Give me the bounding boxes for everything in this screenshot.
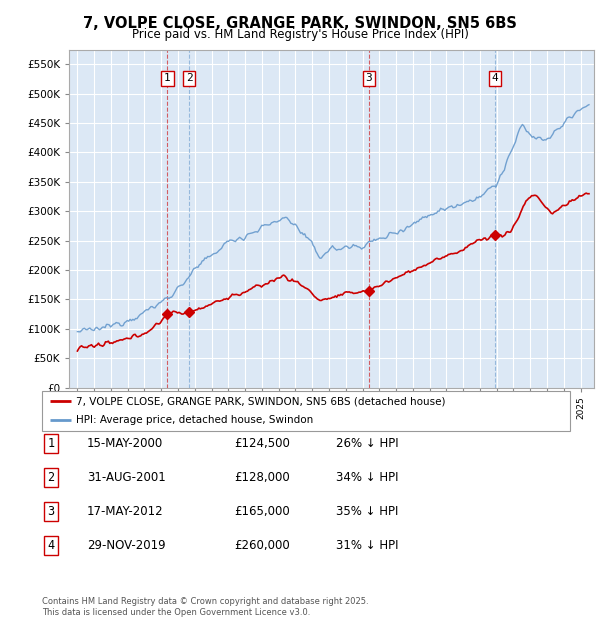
Text: 35% ↓ HPI: 35% ↓ HPI — [336, 505, 398, 518]
Text: 2: 2 — [186, 73, 193, 83]
Text: 29-NOV-2019: 29-NOV-2019 — [87, 539, 166, 552]
Text: 17-MAY-2012: 17-MAY-2012 — [87, 505, 164, 518]
Text: 4: 4 — [47, 539, 55, 552]
FancyBboxPatch shape — [42, 391, 570, 431]
Text: HPI: Average price, detached house, Swindon: HPI: Average price, detached house, Swin… — [76, 415, 314, 425]
Text: 4: 4 — [492, 73, 499, 83]
Text: Contains HM Land Registry data © Crown copyright and database right 2025.
This d: Contains HM Land Registry data © Crown c… — [42, 598, 368, 617]
Text: 31-AUG-2001: 31-AUG-2001 — [87, 471, 166, 484]
Text: Price paid vs. HM Land Registry's House Price Index (HPI): Price paid vs. HM Land Registry's House … — [131, 28, 469, 41]
Text: £124,500: £124,500 — [234, 437, 290, 450]
Text: 3: 3 — [365, 73, 372, 83]
Text: 7, VOLPE CLOSE, GRANGE PARK, SWINDON, SN5 6BS: 7, VOLPE CLOSE, GRANGE PARK, SWINDON, SN… — [83, 16, 517, 30]
Text: 34% ↓ HPI: 34% ↓ HPI — [336, 471, 398, 484]
Text: 3: 3 — [47, 505, 55, 518]
Text: 1: 1 — [164, 73, 171, 83]
Text: 1: 1 — [47, 437, 55, 450]
Text: 2: 2 — [47, 471, 55, 484]
Text: 7, VOLPE CLOSE, GRANGE PARK, SWINDON, SN5 6BS (detached house): 7, VOLPE CLOSE, GRANGE PARK, SWINDON, SN… — [76, 396, 446, 407]
Text: 31% ↓ HPI: 31% ↓ HPI — [336, 539, 398, 552]
Text: £128,000: £128,000 — [234, 471, 290, 484]
Text: £165,000: £165,000 — [234, 505, 290, 518]
Text: 15-MAY-2000: 15-MAY-2000 — [87, 437, 163, 450]
Text: £260,000: £260,000 — [234, 539, 290, 552]
Text: 26% ↓ HPI: 26% ↓ HPI — [336, 437, 398, 450]
